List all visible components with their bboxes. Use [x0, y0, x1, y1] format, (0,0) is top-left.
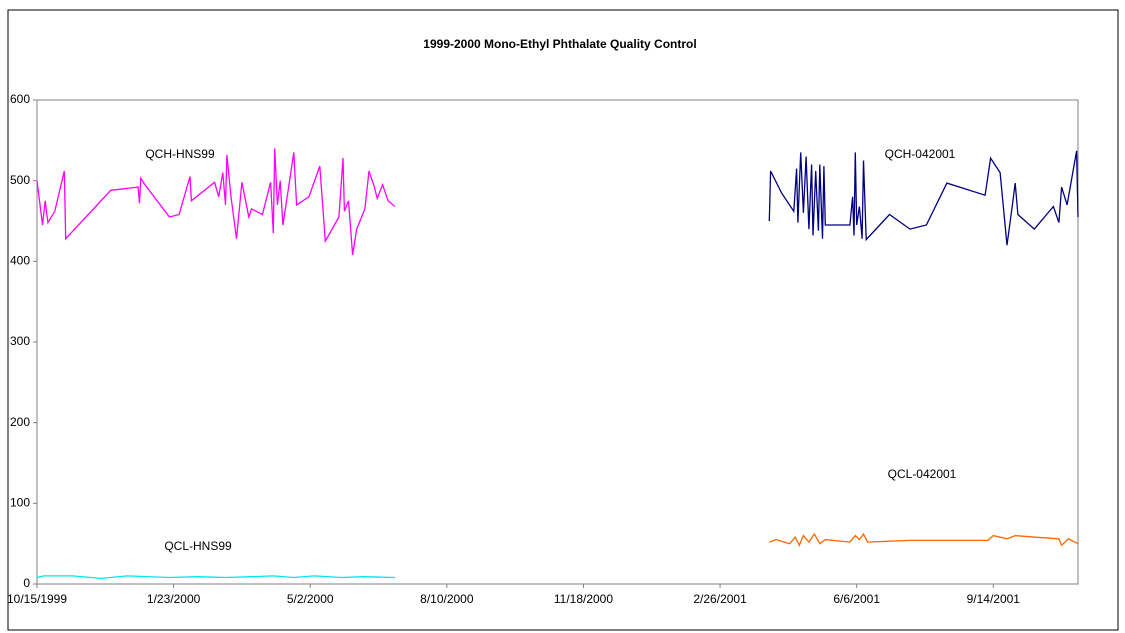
chart-border	[7, 9, 1119, 631]
series-label: QCH-042001	[885, 147, 956, 161]
series-label: QCH-HNS99	[145, 147, 215, 161]
chart-title: 1999-2000 Mono-Ethyl Phthalate Quality C…	[423, 37, 696, 51]
y-tick-label: 200	[10, 415, 30, 429]
x-tick-label: 8/10/2000	[420, 592, 474, 606]
x-tick-label: 9/14/2001	[967, 592, 1021, 606]
series-line	[769, 532, 1079, 547]
x-tick-label: 11/18/2000	[554, 592, 613, 606]
series-line	[36, 575, 395, 580]
y-tick-label: 0	[23, 576, 30, 590]
y-tick-label: 600	[10, 92, 30, 106]
y-tick-label: 100	[10, 496, 30, 510]
x-tick-label: 2/26/2001	[693, 592, 747, 606]
x-tick-label: 6/6/2001	[833, 592, 880, 606]
series-label: QCL-042001	[888, 467, 957, 481]
series-line	[768, 150, 1079, 246]
series-label: QCL-HNS99	[164, 539, 232, 553]
y-tick-label: 400	[10, 254, 30, 268]
x-tick-label: 10/15/1999	[7, 592, 67, 606]
y-tick-label: 500	[10, 173, 30, 187]
x-tick-label: 5/2/2000	[287, 592, 334, 606]
y-tick-label: 300	[10, 334, 30, 348]
series-line	[36, 148, 396, 256]
x-tick-label: 1/23/2000	[147, 592, 201, 606]
